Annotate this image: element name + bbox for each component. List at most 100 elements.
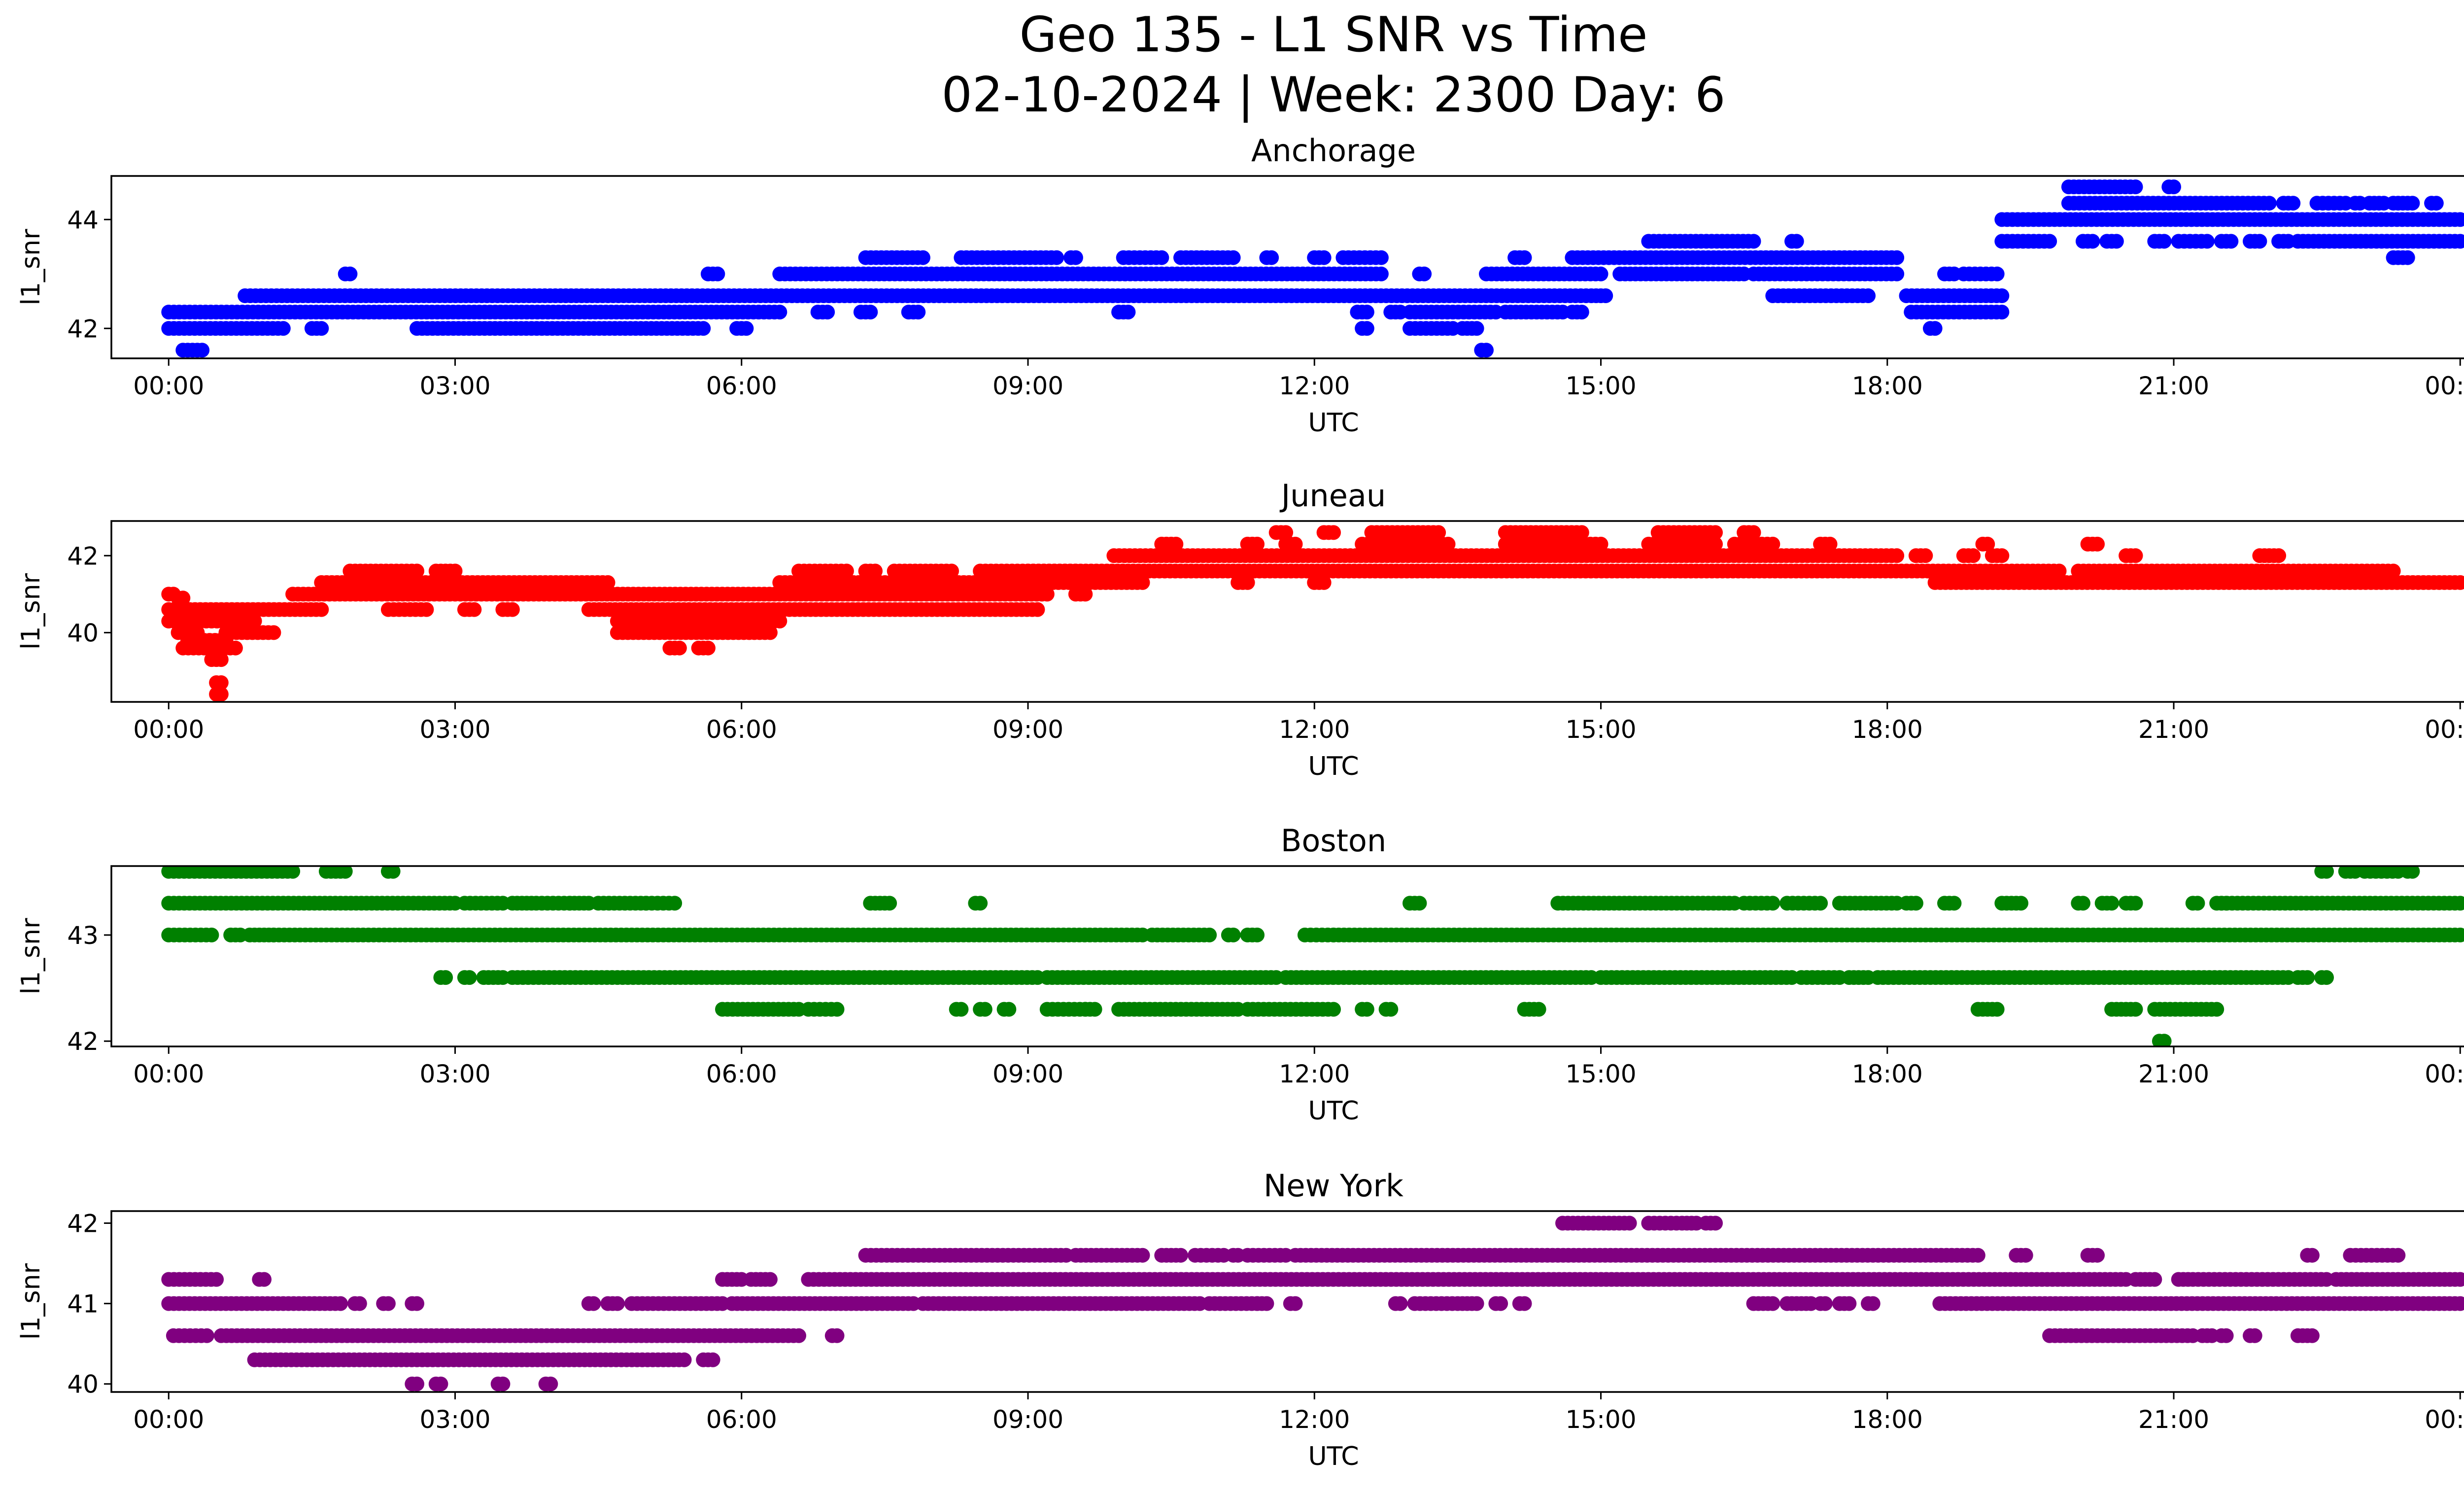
data-point <box>2156 1034 2172 1046</box>
data-point <box>2304 1328 2320 1343</box>
data-point <box>944 563 959 579</box>
x-tick-label: 15:00 <box>1565 372 1636 400</box>
data-point <box>762 1272 778 1287</box>
x-tick-label: 21:00 <box>2138 1060 2209 1088</box>
data-point <box>1889 548 1905 563</box>
y-tick-label: 42 <box>67 542 99 570</box>
y-tick-label: 40 <box>67 619 99 647</box>
data-point <box>1918 548 1933 563</box>
data-point <box>1250 536 1265 552</box>
data-point <box>410 1296 424 1311</box>
data-point <box>2147 1272 2162 1287</box>
data-point <box>1226 250 1241 265</box>
data-point <box>739 321 754 336</box>
data-point <box>213 687 229 702</box>
data-point <box>195 343 210 358</box>
data-point <box>209 1272 224 1287</box>
data-point <box>1947 896 1962 911</box>
data-point <box>314 602 329 617</box>
x-tick-label: 18:00 <box>1852 1405 1923 1434</box>
x-tick-label: 03:00 <box>419 715 490 744</box>
data-point <box>1789 234 1804 249</box>
data-point <box>1250 927 1265 942</box>
data-point <box>705 1352 720 1367</box>
data-point <box>973 896 988 911</box>
data-point <box>1970 1248 1985 1263</box>
data-point <box>2319 866 2334 879</box>
data-point <box>1359 305 1374 320</box>
data-point <box>1593 536 1608 552</box>
data-point <box>1393 1296 1408 1311</box>
data-point <box>495 1376 511 1391</box>
data-point <box>2300 970 2315 985</box>
data-point <box>915 250 930 265</box>
x-tick-label: 18:00 <box>1852 1060 1923 1088</box>
data-point <box>338 866 353 879</box>
data-point <box>1288 536 1303 552</box>
data-point <box>1326 1002 1341 1017</box>
x-tick-label: 15:00 <box>1565 1405 1636 1434</box>
y-axis-label: l1_snr <box>16 573 46 650</box>
x-tick-label: 15:00 <box>1565 715 1636 744</box>
data-point <box>2304 1248 2320 1263</box>
data-point <box>266 625 281 640</box>
x-tick-label: 00:00 <box>2425 372 2464 400</box>
data-point <box>1765 1296 1780 1311</box>
data-point <box>2453 234 2464 249</box>
data-point <box>610 1296 625 1311</box>
y-tick-label: 41 <box>67 1290 99 1319</box>
data-point <box>1817 1296 1833 1311</box>
y-axis-label: l1_snr <box>16 229 46 306</box>
data-point <box>1980 536 1995 552</box>
data-point <box>1373 266 1389 281</box>
x-tick-label: 00:00 <box>133 715 204 744</box>
x-tick-label: 09:00 <box>992 1405 1063 1434</box>
x-tick-label: 21:00 <box>2138 715 2209 744</box>
data-point <box>1908 896 1923 911</box>
data-point <box>333 1296 348 1311</box>
x-axis-label: UTC <box>1308 1096 1359 1126</box>
x-tick-label: 12:00 <box>1279 1405 1350 1434</box>
data-point <box>2166 179 2181 195</box>
data-point <box>1039 587 1055 602</box>
data-point <box>1154 250 1169 265</box>
data-point <box>2319 970 2334 985</box>
scatter-series <box>161 1216 2464 1391</box>
data-point <box>2391 1248 2406 1263</box>
data-point <box>462 970 477 985</box>
data-point <box>1049 250 1064 265</box>
data-point <box>2386 563 2401 579</box>
x-tick-label: 21:00 <box>2138 1405 2209 1434</box>
x-tick-label: 12:00 <box>1279 715 1350 744</box>
data-point <box>1622 1216 1637 1231</box>
data-point <box>586 1296 601 1311</box>
data-point <box>257 1272 272 1287</box>
data-point <box>1087 1002 1102 1017</box>
data-point <box>2075 896 2090 911</box>
data-point <box>467 602 482 617</box>
data-point <box>352 1296 367 1311</box>
data-point <box>1373 250 1389 265</box>
scatter-series <box>161 179 2464 358</box>
data-point <box>543 1376 558 1391</box>
data-point <box>1078 587 1093 602</box>
x-tick-label: 18:00 <box>1852 372 1923 400</box>
y-axis-label: l1_snr <box>16 1263 46 1340</box>
x-tick-label: 06:00 <box>706 1060 777 1088</box>
data-point <box>1202 927 1217 942</box>
data-point <box>1030 602 1045 617</box>
data-point <box>1842 1296 1857 1311</box>
x-axis-label: UTC <box>1308 408 1359 438</box>
data-point <box>419 602 434 617</box>
data-point <box>1326 525 1341 540</box>
data-point <box>2271 548 2287 563</box>
data-point <box>410 1376 424 1391</box>
data-point <box>1135 575 1150 590</box>
y-axis-label: l1_snr <box>16 918 46 995</box>
data-point <box>204 927 219 942</box>
y-tick-label: 42 <box>67 314 99 343</box>
data-point <box>1068 250 1083 265</box>
